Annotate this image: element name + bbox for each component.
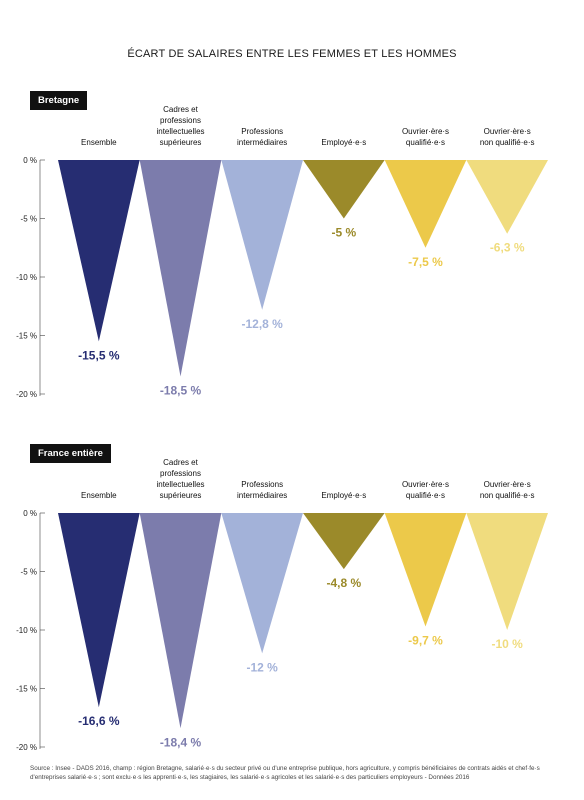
category-label: qualifié·e·s — [406, 491, 445, 500]
category-label: Ouvrier·ère·s — [402, 127, 449, 136]
value-label: -16,6 % — [78, 714, 120, 728]
chart-france: 0 % -5 % -10 % -15 % -20 % Ensemble -16,6 % Cad… — [16, 458, 548, 752]
triangle-bar — [303, 513, 385, 570]
category-label: Employé·e·s — [321, 491, 366, 500]
category-label: Professions — [241, 480, 283, 489]
y-tick-label: 0 % — [23, 509, 37, 518]
page-title: ÉCART DE SALAIRES ENTRE LES FEMMES ET LE… — [127, 48, 457, 60]
category-label: supérieures — [160, 491, 202, 500]
region-badge-bretagne: Bretagne — [30, 91, 88, 110]
y-tick-label: -5 % — [21, 568, 37, 577]
triangle-bar — [466, 160, 548, 234]
triangle-bar — [466, 513, 548, 630]
value-label: -18,5 % — [160, 383, 202, 397]
triangle-bar — [139, 160, 222, 377]
category-label: non qualifié·e·s — [480, 491, 535, 500]
category-label: intellectuelles — [156, 480, 204, 489]
category-label: professions — [160, 116, 201, 125]
category-label: intermédiaires — [237, 491, 287, 500]
triangle-bar — [139, 513, 222, 729]
value-label: -15,5 % — [78, 348, 120, 362]
category-label: Cadres et — [163, 105, 198, 114]
source-note: Source : Insee - DADS 2016, champ : régi… — [30, 765, 540, 781]
y-tick-label: -20 % — [16, 743, 37, 752]
value-label: -10 % — [491, 637, 523, 651]
region-badge-france: France entière — [30, 444, 111, 463]
value-label: -9,7 % — [408, 633, 443, 647]
category-label: intermédiaires — [237, 138, 287, 147]
category-label: intellectuelles — [156, 127, 204, 136]
category-label: Ouvrier·ère·s — [402, 480, 449, 489]
y-tick-label: -15 % — [16, 685, 37, 694]
y-tick-label: -20 % — [16, 390, 37, 399]
triangle-bar — [303, 160, 385, 219]
chart-bretagne: 0 % -5 % -10 % -15 % -20 % Ensemble -15,5 % Cad… — [16, 105, 548, 399]
category-label: Employé·e·s — [321, 138, 366, 147]
triangle-bar — [221, 513, 303, 654]
triangle-bar — [384, 513, 467, 627]
value-label: -6,3 % — [490, 241, 525, 255]
category-label: Ensemble — [81, 138, 117, 147]
value-label: -7,5 % — [408, 255, 443, 269]
category-label: Professions — [241, 127, 283, 136]
category-label: qualifié·e·s — [406, 138, 445, 147]
category-label: non qualifié·e·s — [480, 138, 535, 147]
y-tick-label: -10 % — [16, 273, 37, 282]
y-tick-label: -15 % — [16, 332, 37, 341]
triangle-bar — [58, 513, 140, 708]
triangle-bar — [221, 160, 303, 310]
category-label: professions — [160, 469, 201, 478]
y-tick-label: 0 % — [23, 156, 37, 165]
category-label: Ouvrier·ère·s — [484, 480, 531, 489]
value-label: -5 % — [331, 226, 356, 240]
category-label: Ouvrier·ère·s — [484, 127, 531, 136]
y-tick-label: -5 % — [21, 215, 37, 224]
y-tick-label: -10 % — [16, 626, 37, 635]
value-label: -12 % — [246, 660, 278, 674]
value-label: -4,8 % — [326, 576, 361, 590]
triangle-bar — [58, 160, 140, 342]
value-label: -12,8 % — [241, 317, 283, 331]
triangle-bar — [384, 160, 467, 248]
value-label: -18,4 % — [160, 735, 202, 749]
category-label: Cadres et — [163, 458, 198, 467]
category-label: supérieures — [160, 138, 202, 147]
category-label: Ensemble — [81, 491, 117, 500]
